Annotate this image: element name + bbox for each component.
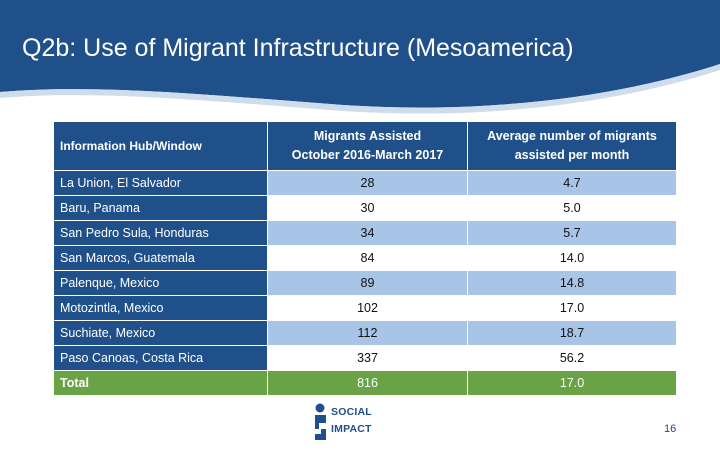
total-label: Total [53,370,268,396]
page-number: 16 [664,423,677,435]
table-row: Palenque, Mexico 89 14.8 [53,270,677,296]
migrant-infrastructure-table: Information Hub/Window Migrants Assisted… [53,121,677,396]
row-average: 18.7 [467,320,677,346]
row-hub: La Union, El Salvador [53,170,268,196]
social-impact-logo-icon [315,403,326,440]
header-average-per-month: Average number of migrants assisted per … [467,121,677,171]
row-hub: San Marcos, Guatemala [53,245,268,271]
logo-text-impact: IMPACT [331,423,372,435]
table-row: San Pedro Sula, Honduras 34 5.7 [53,220,677,246]
row-hub: Motozintla, Mexico [53,295,268,321]
table-header-row: Information Hub/Window Migrants Assisted… [53,121,677,171]
total-assisted: 816 [267,370,468,396]
row-average: 56.2 [467,345,677,371]
table-row: San Marcos, Guatemala 84 14.0 [53,245,677,271]
header-average-line2: assisted per month [514,148,630,162]
row-average: 5.7 [467,220,677,246]
row-hub: Suchiate, Mexico [53,320,268,346]
table-row: Paso Canoas, Costa Rica 337 56.2 [53,345,677,371]
row-assisted: 28 [267,170,468,196]
header-migrants-assisted: Migrants Assisted October 2016-March 201… [267,121,468,171]
slide-title: Q2b: Use of Migrant Infrastructure (Meso… [22,34,574,62]
row-assisted: 112 [267,320,468,346]
table-total-row: Total 816 17.0 [53,370,677,396]
table-row: Motozintla, Mexico 102 17.0 [53,295,677,321]
header-migrants-assisted-line2: October 2016-March 2017 [291,148,444,162]
row-average: 14.8 [467,270,677,296]
row-assisted: 34 [267,220,468,246]
row-assisted: 84 [267,245,468,271]
table-row: Suchiate, Mexico 112 18.7 [53,320,677,346]
row-hub: San Pedro Sula, Honduras [53,220,268,246]
row-assisted: 30 [267,195,468,221]
row-assisted: 102 [267,295,468,321]
row-hub: Paso Canoas, Costa Rica [53,345,268,371]
row-average: 14.0 [467,245,677,271]
row-average: 5.0 [467,195,677,221]
row-hub: Palenque, Mexico [53,270,268,296]
logo-text-social: SOCIAL [331,406,372,418]
header-wave-banner [0,0,720,114]
row-assisted: 337 [267,345,468,371]
total-average: 17.0 [467,370,677,396]
table-row: La Union, El Salvador 28 4.7 [53,170,677,196]
header-average-line1: Average number of migrants [487,129,657,143]
row-hub: Baru, Panama [53,195,268,221]
header-hub: Information Hub/Window [53,121,268,171]
header-migrants-assisted-line1: Migrants Assisted [313,129,422,143]
row-average: 4.7 [467,170,677,196]
table-row: Baru, Panama 30 5.0 [53,195,677,221]
row-average: 17.0 [467,295,677,321]
row-assisted: 89 [267,270,468,296]
